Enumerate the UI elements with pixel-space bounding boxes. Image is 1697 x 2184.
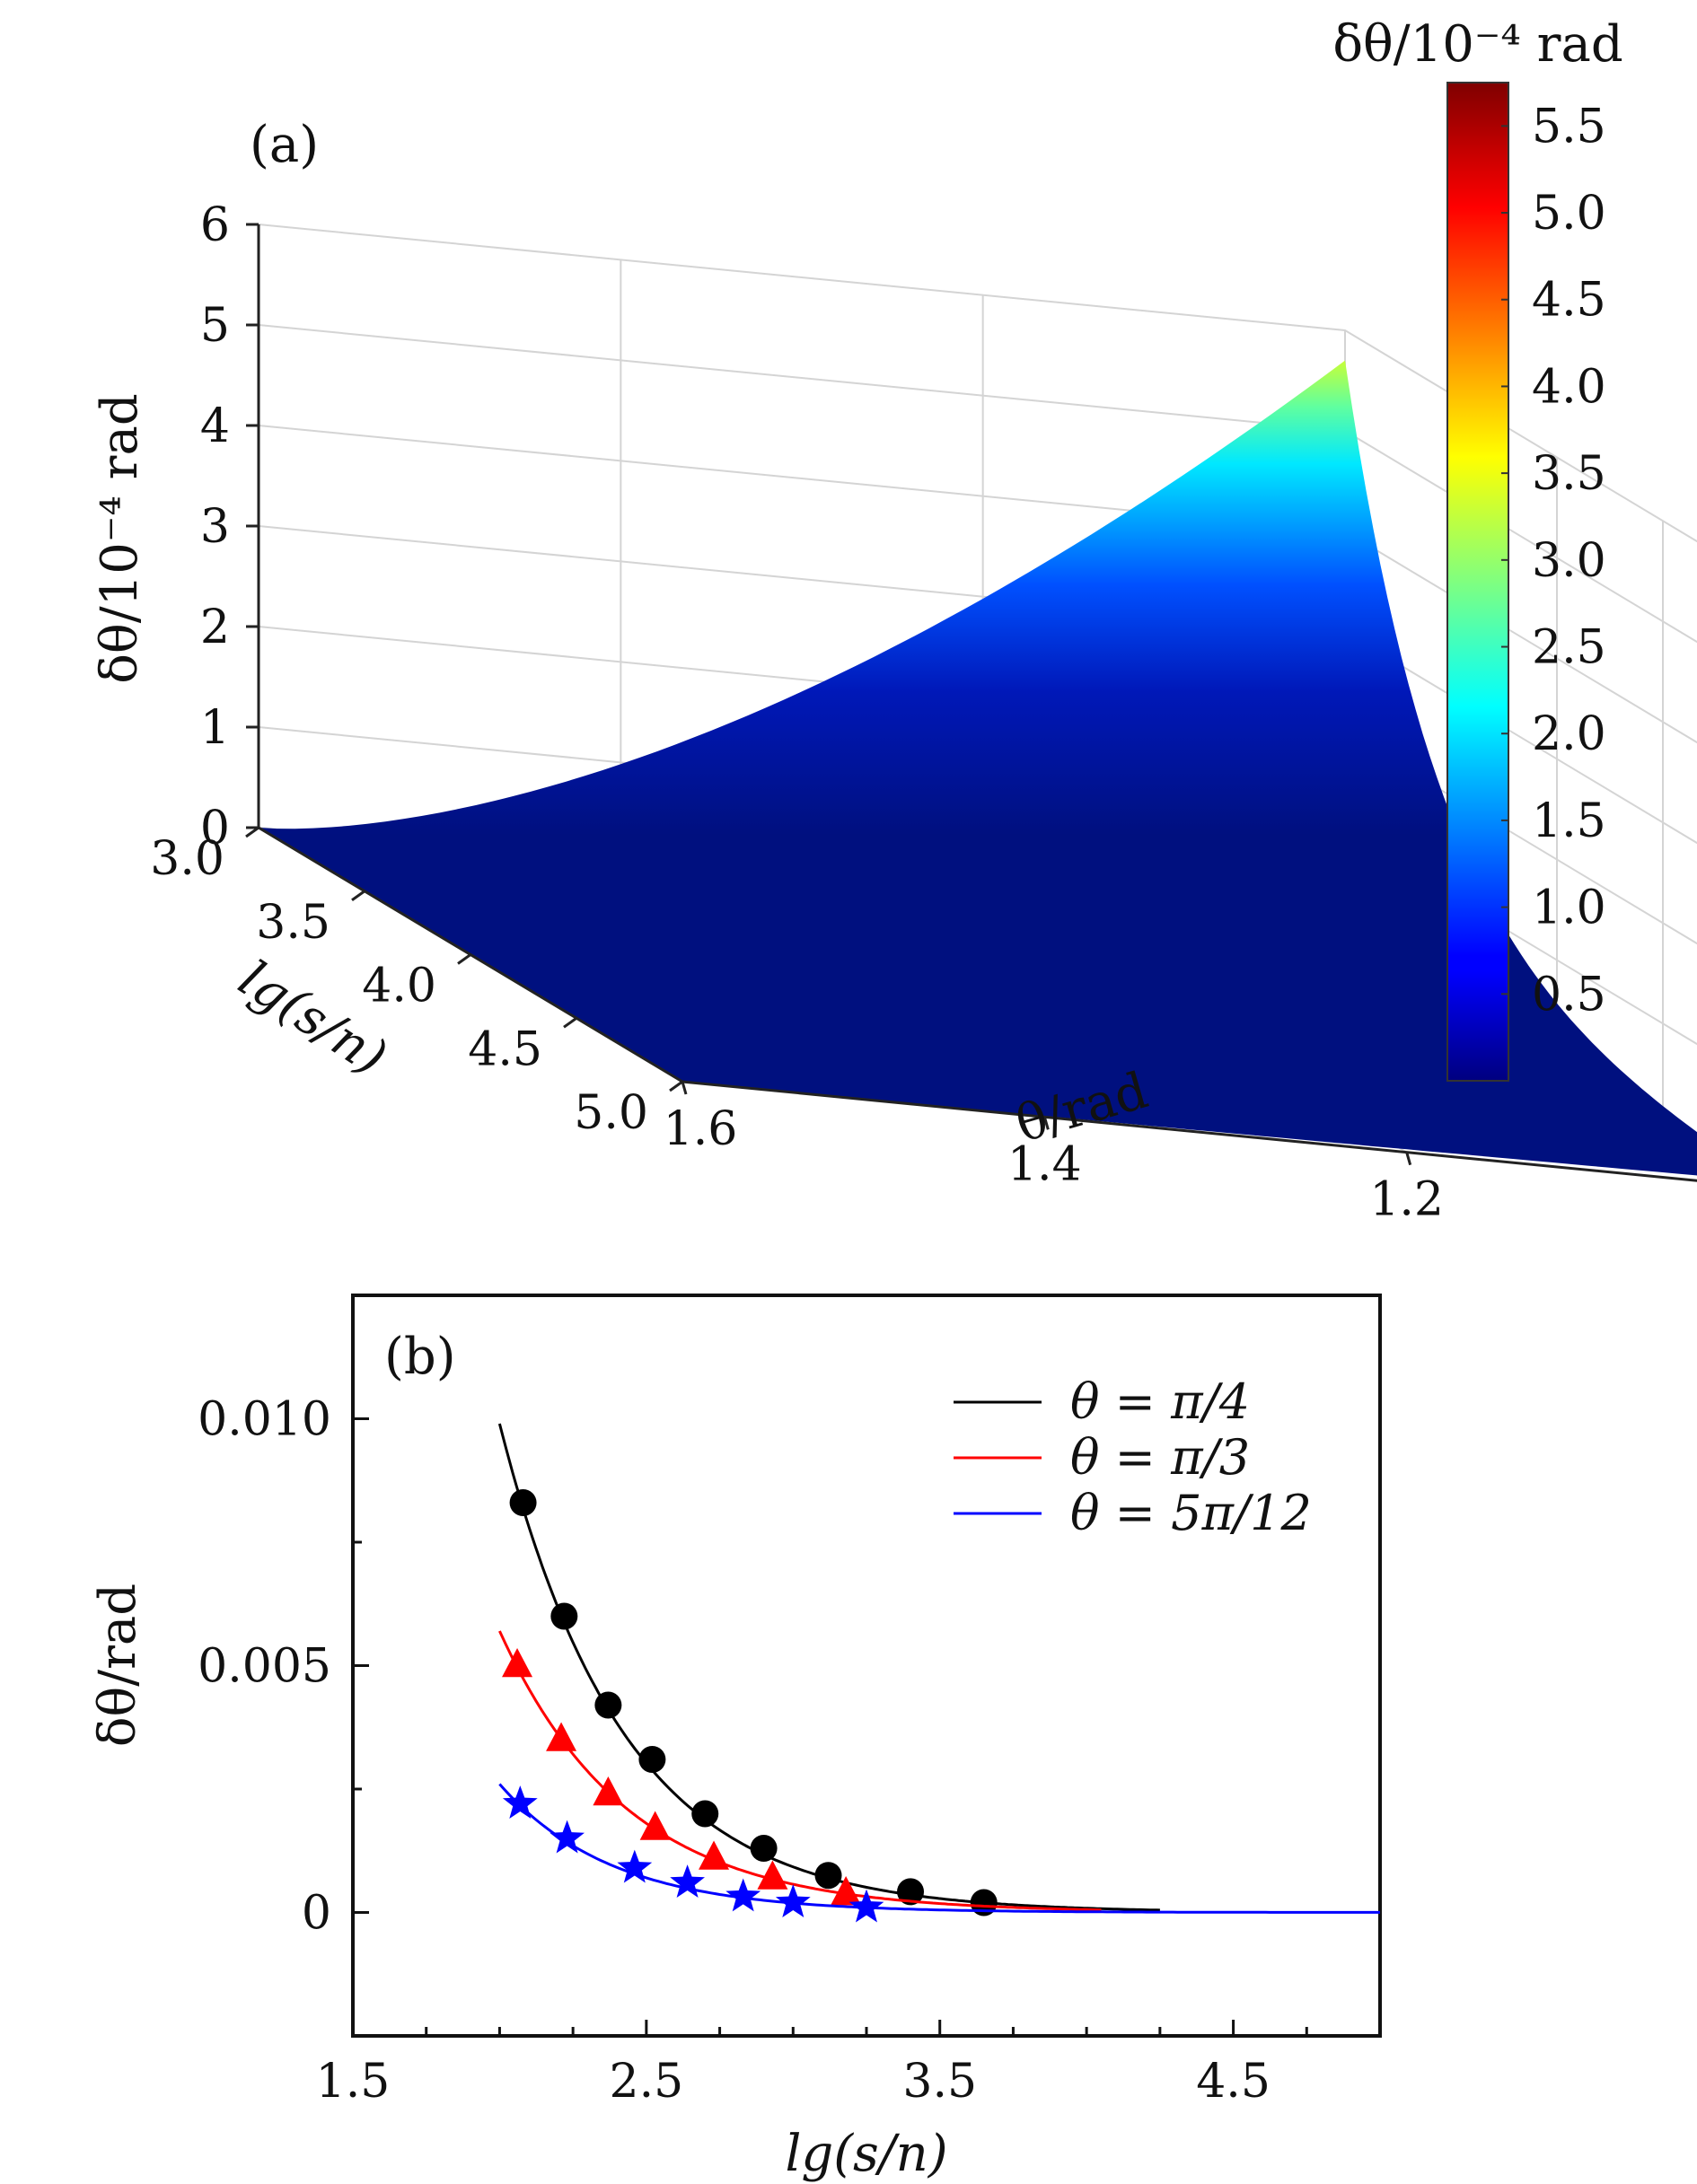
panel-a-tag: (a) (250, 116, 319, 174)
data-point-circle (814, 1862, 842, 1890)
z-tick-label: 3 (200, 500, 230, 554)
data-point-triangle (699, 1840, 730, 1870)
y-tick-mark (1405, 1152, 1412, 1166)
z-tick-label: 2 (200, 601, 230, 654)
colorbar-tick-label: 5.5 (1532, 100, 1606, 153)
y-tick-label: 1.4 (1007, 1137, 1082, 1191)
data-point-triangle (546, 1722, 577, 1751)
y-tick-label: 0.010 (198, 1393, 331, 1447)
series-2 (498, 1630, 1102, 1912)
x-tick-label: 3.0 (150, 832, 224, 886)
series-1 (497, 1423, 1160, 1916)
surface-plot (259, 360, 1697, 1176)
data-point-circle (509, 1489, 537, 1516)
legend-label: θ = 5π/12 (1070, 1485, 1312, 1541)
y-tick-label: 0.005 (198, 1640, 331, 1694)
y-tick-label: 1.6 (664, 1102, 738, 1156)
x-tick-label: 3.5 (902, 2055, 977, 2109)
series-line (497, 1423, 1160, 1912)
data-point-star (670, 1864, 705, 1898)
data-point-triangle (593, 1776, 624, 1806)
y-tick-label: 1.2 (1369, 1173, 1444, 1227)
series-group (497, 1423, 1380, 1923)
panel-a-3d-surface: (a) 0 1 2 3 4 5 6 3.0 3.5 4.0 4.5 5.0 1.6 1.4 1.2 1.0… (91, 15, 1697, 1227)
y-tick-label: 0 (302, 1887, 331, 1941)
colorbar-tick-label: 0.5 (1532, 968, 1606, 1022)
z-axis-label: δθ/10⁻⁴ rad (91, 393, 149, 683)
y-axis-line (681, 1080, 1697, 1182)
z-tick-label: 6 (200, 198, 230, 252)
colorbar-tick-label: 1.5 (1532, 794, 1606, 848)
z-tick-label: 5 (200, 299, 230, 353)
legend-label: θ = π/3 (1070, 1429, 1250, 1486)
data-point-circle (594, 1691, 622, 1719)
b-x-axis-label: lg(s/n) (785, 2125, 947, 2183)
colorbar-tick-label: 2.5 (1532, 621, 1606, 675)
x-tick-mark (669, 1080, 683, 1092)
colorbar (1446, 82, 1509, 1082)
x-tick-label: 2.5 (610, 2055, 684, 2109)
legend: θ = π/4θ = π/3θ = 5π/12 (954, 1373, 1312, 1541)
legend-label: θ = π/4 (1070, 1373, 1250, 1430)
colorbar-tick-label: 4.0 (1532, 360, 1606, 414)
x-tick-label: 4.5 (468, 1022, 542, 1076)
series-3 (498, 1783, 1380, 1923)
x-tick-mark (245, 826, 259, 838)
y-ticks: 0 0.005 0.010 (198, 1294, 369, 2038)
z-tick-label: 4 (200, 399, 230, 453)
data-point-circle (550, 1602, 578, 1630)
b-y-axis-label: δθ/rad (89, 1583, 147, 1747)
data-point-circle (638, 1746, 666, 1773)
y-tick-mark (1042, 1116, 1050, 1130)
panel-b-tag: (b) (384, 1328, 456, 1386)
colorbar-tick-label: 3.0 (1532, 534, 1606, 588)
data-point-circle (897, 1878, 925, 1906)
x-ticks: 1.5 2.5 3.5 4.5 (316, 2020, 1382, 2109)
colorbar-tick-label: 4.5 (1532, 274, 1606, 328)
x-tick-mark (563, 1017, 577, 1029)
data-point-triangle (757, 1860, 788, 1890)
data-point-circle (691, 1800, 719, 1828)
x-tick-labels-lg: 3.0 3.5 4.0 4.5 5.0 (150, 826, 683, 1140)
data-point-star (848, 1889, 884, 1923)
z-tick-label: 1 (200, 701, 230, 755)
data-point-triangle (831, 1876, 862, 1906)
colorbar-tick-label: 5.0 (1532, 187, 1606, 241)
data-point-star (725, 1878, 761, 1912)
colorbar-tick-label: 2.0 (1532, 707, 1606, 761)
x-tick-label: 1.5 (316, 2055, 391, 2109)
data-point-circle (750, 1835, 778, 1862)
x-tick-mark (351, 890, 365, 901)
data-point-star (502, 1785, 538, 1819)
data-point-star (550, 1820, 585, 1854)
y-tick-mark (681, 1081, 688, 1095)
z-tick-labels: 0 1 2 3 4 5 6 (200, 198, 259, 855)
colorbar-title: δθ/10⁻⁴ rad (1332, 15, 1622, 74)
colorbar-tick-label: 1.0 (1532, 881, 1606, 935)
colorbar-tick-label: 3.5 (1532, 447, 1606, 501)
data-point-star (617, 1849, 653, 1883)
colorbar-ticks: 0.5 1.0 1.5 2.0 2.5 3.0 3.5 4.0 4.5 5.0 5.5 (1501, 100, 1606, 1022)
series-line (498, 1630, 1102, 1912)
y-tick-labels-theta: 1.61.41.21.0 (664, 1081, 1444, 1227)
data-point-star (775, 1884, 811, 1917)
x-tick-label: 5.0 (574, 1086, 648, 1140)
z-tick-label: 0 (200, 802, 230, 855)
x-tick-label: 4.0 (362, 960, 436, 1013)
x-tick-label: 4.5 (1196, 2055, 1271, 2109)
data-point-triangle (639, 1811, 671, 1840)
data-point-triangle (502, 1647, 533, 1678)
x-tick-mark (457, 953, 471, 965)
x-tick-label: 3.5 (256, 896, 330, 950)
series-line (498, 1783, 1380, 1914)
